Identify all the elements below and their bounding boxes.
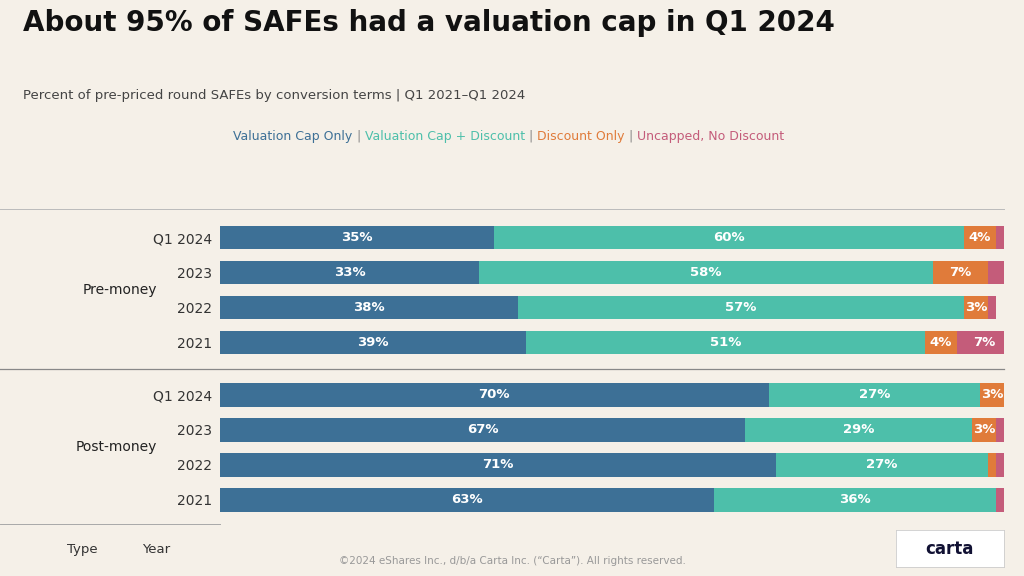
- Text: Year: Year: [141, 543, 170, 556]
- Text: 58%: 58%: [690, 266, 722, 279]
- Bar: [220, 453, 776, 476]
- Bar: [220, 331, 525, 354]
- Bar: [220, 261, 478, 285]
- Text: 35%: 35%: [341, 231, 373, 244]
- Text: 7%: 7%: [973, 336, 995, 349]
- Bar: [956, 331, 1012, 354]
- Text: 57%: 57%: [725, 301, 757, 314]
- Bar: [495, 226, 965, 249]
- Text: 4%: 4%: [969, 231, 991, 244]
- Text: carta: carta: [926, 540, 974, 558]
- Text: 3%: 3%: [973, 423, 995, 436]
- Text: 7%: 7%: [949, 266, 972, 279]
- Bar: [965, 295, 988, 319]
- Bar: [220, 295, 518, 319]
- Bar: [220, 226, 495, 249]
- Bar: [478, 261, 933, 285]
- Text: 29%: 29%: [843, 423, 874, 436]
- Text: Post-money: Post-money: [76, 440, 158, 454]
- Bar: [965, 226, 995, 249]
- Text: 63%: 63%: [452, 493, 482, 506]
- Text: |: |: [525, 130, 538, 143]
- Bar: [220, 383, 768, 407]
- Bar: [220, 418, 745, 442]
- Text: 36%: 36%: [839, 493, 870, 506]
- Text: 71%: 71%: [482, 458, 514, 471]
- Text: 38%: 38%: [353, 301, 385, 314]
- Text: 51%: 51%: [710, 336, 741, 349]
- Bar: [995, 488, 1004, 511]
- Text: 39%: 39%: [357, 336, 389, 349]
- Bar: [525, 331, 926, 354]
- Text: Discount Only: Discount Only: [538, 130, 625, 143]
- Text: |: |: [352, 130, 365, 143]
- Text: ©2024 eShares Inc., d/b/a Carta Inc. (“Carta”). All rights reserved.: ©2024 eShares Inc., d/b/a Carta Inc. (“C…: [339, 556, 685, 566]
- Bar: [745, 418, 972, 442]
- Bar: [988, 453, 995, 476]
- Bar: [776, 453, 988, 476]
- Bar: [995, 418, 1004, 442]
- Text: 3%: 3%: [981, 388, 1002, 401]
- Bar: [995, 453, 1004, 476]
- Text: |: |: [625, 130, 637, 143]
- Bar: [714, 488, 995, 511]
- Text: 27%: 27%: [866, 458, 898, 471]
- Bar: [995, 226, 1004, 249]
- Text: 60%: 60%: [714, 231, 745, 244]
- Bar: [988, 295, 995, 319]
- Bar: [980, 383, 1004, 407]
- Text: 3%: 3%: [965, 301, 987, 314]
- Text: Uncapped, No Discount: Uncapped, No Discount: [637, 130, 784, 143]
- Bar: [518, 295, 965, 319]
- Text: 4%: 4%: [930, 336, 952, 349]
- Text: Pre-money: Pre-money: [83, 283, 158, 297]
- Bar: [988, 261, 1004, 285]
- Text: Type: Type: [68, 543, 98, 556]
- Bar: [933, 261, 988, 285]
- Text: Valuation Cap Only: Valuation Cap Only: [233, 130, 352, 143]
- Text: 33%: 33%: [334, 266, 366, 279]
- Text: 70%: 70%: [478, 388, 510, 401]
- Bar: [926, 331, 956, 354]
- Text: Percent of pre-priced round SAFEs by conversion terms | Q1 2021–Q1 2024: Percent of pre-priced round SAFEs by con…: [23, 89, 524, 103]
- Bar: [972, 418, 995, 442]
- Text: Valuation Cap + Discount: Valuation Cap + Discount: [365, 130, 525, 143]
- Text: 67%: 67%: [467, 423, 499, 436]
- Bar: [220, 488, 714, 511]
- Text: About 95% of SAFEs had a valuation cap in Q1 2024: About 95% of SAFEs had a valuation cap i…: [23, 9, 835, 37]
- Bar: [768, 383, 980, 407]
- Text: 27%: 27%: [858, 388, 890, 401]
